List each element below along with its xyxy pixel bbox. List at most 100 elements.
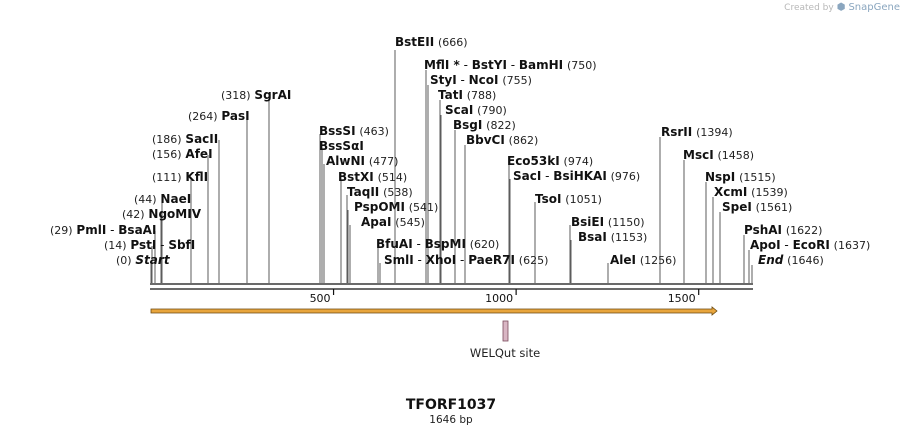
- site-position: (1622): [786, 224, 823, 237]
- site-label-text: End (1646): [758, 253, 824, 267]
- enzyme-name: AleI: [610, 253, 636, 267]
- enzyme-name: PmlI: [76, 223, 106, 237]
- site-apoi[interactable]: ApoI - EcoRI (1637): [750, 238, 870, 252]
- enzyme-name: SpeI: [722, 200, 752, 214]
- site-label-text: TsoI (1051): [535, 192, 602, 206]
- construct-name: TFORF1037: [406, 397, 496, 413]
- site-apai[interactable]: ApaI (545): [361, 215, 425, 229]
- site-naei[interactable]: (44) NaeI: [134, 192, 191, 206]
- site-label-text: XcmI (1539): [714, 185, 788, 199]
- enzyme-name: SgrAI: [254, 88, 291, 102]
- site-alei[interactable]: AleI (1256): [610, 253, 676, 267]
- site-kfli[interactable]: (111) KflI: [152, 170, 208, 184]
- site-bbvci[interactable]: BbvCI (862): [466, 133, 538, 147]
- site-label-text: TatI (788): [438, 88, 496, 102]
- site-label-text: BssSαI: [319, 139, 364, 153]
- site-eco53ki[interactable]: Eco53kI (974): [507, 154, 593, 168]
- app-name: SnapGene: [848, 2, 900, 13]
- site-position: (186): [152, 133, 182, 146]
- enzyme-name: AfeI: [185, 147, 212, 161]
- enzyme-name: KflI: [185, 170, 208, 184]
- site-position: (42): [122, 208, 145, 221]
- site-sacii[interactable]: (186) SacII: [152, 132, 218, 146]
- enzyme-name: PasI: [221, 109, 249, 123]
- site-rsrii[interactable]: RsrII (1394): [661, 125, 733, 139]
- site-styi[interactable]: StyI - NcoI (755): [430, 73, 532, 87]
- site-tati[interactable]: TatI (788): [438, 88, 496, 102]
- site-label-text: (111) KflI: [152, 170, 208, 184]
- site-pspomi[interactable]: PspOMI (541): [354, 200, 438, 214]
- site-label-text: BstEII (666): [395, 35, 468, 49]
- site-psti[interactable]: (14) PstI - SbfI: [104, 238, 195, 252]
- site-bstxi[interactable]: BstXI (514): [338, 170, 407, 184]
- site-bsai[interactable]: BsaI (1153): [578, 230, 647, 244]
- site-msci[interactable]: MscI (1458): [683, 148, 754, 162]
- site-label-text: (14) PstI - SbfI: [104, 238, 195, 252]
- construct-length: 1646 bp: [429, 414, 473, 426]
- site-xcmi[interactable]: XcmI (1539): [714, 185, 788, 199]
- site-pshai[interactable]: PshAI (1622): [744, 223, 822, 237]
- enzyme-name: BsaAI: [118, 223, 156, 237]
- enzyme-name: SacII: [185, 132, 218, 146]
- site-pmli[interactable]: (29) PmlI - BsaAI: [50, 223, 156, 237]
- site-position: (44): [134, 193, 157, 206]
- sequence-backbone[interactable]: [150, 283, 753, 290]
- site-position: (477): [369, 155, 399, 168]
- site-label-text: StyI - NcoI (755): [430, 73, 532, 87]
- site-label-text: BssSI (463): [319, 124, 389, 138]
- enzyme-name: PstI: [130, 238, 156, 252]
- enzyme-name: Eco53kI: [507, 154, 560, 168]
- site-tsoi[interactable]: TsoI (1051): [535, 192, 602, 206]
- enzyme-name: TatI: [438, 88, 463, 102]
- site-label-text: SmlI - XhoI - PaeR7I (625): [384, 253, 548, 267]
- welqut-site-feature[interactable]: [502, 320, 509, 342]
- site-bsssi[interactable]: BssSI (463): [319, 124, 389, 138]
- enzyme-name: BsaI: [578, 230, 607, 244]
- site-afei[interactable]: (156) AfeI: [152, 147, 213, 161]
- site-start[interactable]: (0) Start: [116, 253, 171, 267]
- site-position: (0): [116, 254, 132, 267]
- site-position: (545): [395, 216, 425, 229]
- orf-arrow[interactable]: [150, 306, 718, 316]
- enzyme-name: BssSI: [319, 124, 356, 138]
- enzyme-name: BsiHKAI: [553, 169, 607, 183]
- site-pasi[interactable]: (264) PasI: [188, 109, 250, 123]
- enzyme-name: SacI: [513, 169, 541, 183]
- site-bsteii[interactable]: BstEII (666): [395, 35, 468, 49]
- enzyme-name: PshAI: [744, 223, 782, 237]
- site-mfli[interactable]: MflI * - BstYI - BamHI (750): [424, 58, 597, 72]
- site-ngomiv[interactable]: (42) NgoMIV: [122, 207, 202, 221]
- site-smli[interactable]: SmlI - XhoI - PaeR7I (625): [384, 253, 548, 267]
- site-bsiei[interactable]: BsiEI (1150): [571, 215, 644, 229]
- branding: Created by ⬢ SnapGene: [784, 2, 900, 13]
- site-end[interactable]: End (1646): [758, 253, 824, 267]
- site-nspi[interactable]: NspI (1515): [705, 170, 776, 184]
- site-position: (538): [383, 186, 413, 199]
- site-spei[interactable]: SpeI (1561): [722, 200, 792, 214]
- site-position: (541): [409, 201, 439, 214]
- site-taqii[interactable]: TaqII (538): [347, 185, 413, 199]
- site-position: (625): [519, 254, 549, 267]
- site-bsgi[interactable]: BsgI (822): [453, 118, 516, 132]
- site-label-text: (264) PasI: [188, 109, 250, 123]
- site-bfuai[interactable]: BfuAI - BspMI (620): [376, 237, 499, 251]
- site-position: (264): [188, 110, 218, 123]
- created-by-label: Created by: [784, 2, 834, 13]
- site-scai[interactable]: ScaI (790): [445, 103, 507, 117]
- site-position: (862): [509, 134, 539, 147]
- site-label-text: SpeI (1561): [722, 200, 792, 214]
- site-label-text: BsgI (822): [453, 118, 516, 132]
- site-position: (1153): [611, 231, 648, 244]
- site-saci[interactable]: SacI - BsiHKAI (976): [513, 169, 640, 183]
- enzyme-name: Start: [135, 253, 170, 267]
- site-label-text: BfuAI - BspMI (620): [376, 237, 499, 251]
- site-label-text: (156) AfeI: [152, 147, 213, 161]
- welqut-site-label: WELQut site: [470, 346, 540, 360]
- site-position: (29): [50, 224, 73, 237]
- site-alwni[interactable]: AlwNI (477): [326, 154, 398, 168]
- ruler-tick-label: 1000: [485, 292, 513, 305]
- enzyme-name: ApaI: [361, 215, 391, 229]
- site-position: (1458): [718, 149, 755, 162]
- site-bsssi[interactable]: BssSαI: [319, 139, 364, 153]
- site-sgrai[interactable]: (318) SgrAI: [221, 88, 291, 102]
